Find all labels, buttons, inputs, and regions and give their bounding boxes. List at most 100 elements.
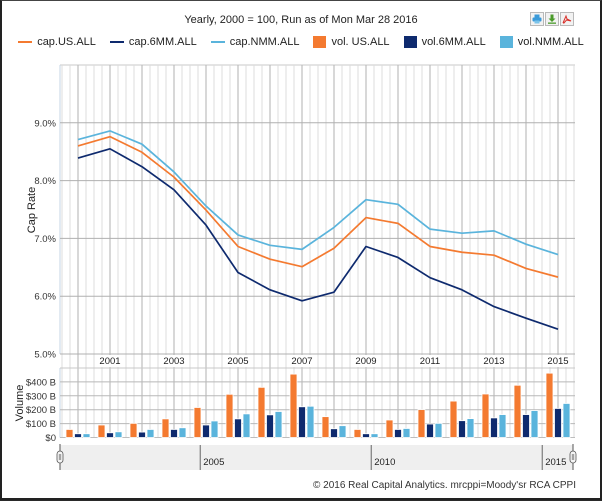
legend-swatch [499,36,513,48]
navigator-left-handle[interactable] [56,444,64,470]
legend-item-cap-nmm-all[interactable]: cap.NMM.ALL [210,36,300,48]
print-icon [532,14,542,24]
volume-bar-vol-us-all [193,407,202,438]
series-line-cap-nmm-all [77,130,559,256]
volume-bar-vol-6mm-all [74,433,82,438]
cap-y-tick-label: 7.0% [34,234,56,245]
volume-bar-vol-6mm-all [426,423,434,438]
copyright-footer: © 2016 Real Capital Analytics. mrcppi=Mo… [313,480,576,491]
volume-bar-vol-6mm-all [106,432,114,438]
x-tick-label: 2011 [420,356,440,367]
cap-y-tick-label: 5.0% [34,350,56,361]
volume-bar-vol-nmm-all [114,431,123,438]
navigator[interactable]: 2005 2010 2015 [56,444,577,470]
x-tick-label-bg [352,355,380,367]
volume-bar-vol-us-all [225,393,234,438]
volume-bar-vol-nmm-all [306,405,315,438]
legend-item-cap-us-all[interactable]: cap.US.ALL [18,36,96,48]
volume-bar-vol-nmm-all [242,413,251,438]
legend-label: vol. US.ALL [331,36,390,48]
navigator-right-handle[interactable] [569,444,577,470]
navigator-tick-label: 2010 [374,457,395,468]
volume-bar-vol-6mm-all [394,429,402,438]
legend-item-cap-6mm-all[interactable]: cap.6MM.ALL [109,36,197,48]
volume-bar-vol-nmm-all [82,433,91,438]
volume-bar-vol-6mm-all [458,420,466,438]
volume-bar-vol-nmm-all [530,410,539,438]
legend-item-vol-us-all[interactable]: vol. US.ALL [313,36,390,48]
x-tick-label-bg [96,355,124,367]
volume-bar-vol-6mm-all [234,418,242,438]
cap-rate-grid [59,64,575,438]
legend-label: cap.US.ALL [37,36,96,48]
cap-rate-lines [77,130,559,330]
download-button[interactable] [545,12,559,26]
legend-swatch [210,41,225,43]
cap-y-tick-label: 8.0% [34,176,56,187]
cap-rate-axis-title: Cap Rate [26,187,38,233]
volume-bar-vol-us-all [129,422,138,438]
volume-bar-vol-nmm-all [146,429,155,438]
volume-bar-vol-us-all [385,419,394,438]
volume-bar-vol-6mm-all [330,428,338,438]
volume-bar-vol-us-all [545,372,554,438]
handle-grip [56,450,64,464]
x-tick-label: 2009 [355,356,376,367]
navigator-tick-label: 2005 [203,457,224,468]
volume-bar-vol-6mm-all [298,406,306,438]
vol-y-tick-label: $200 B [26,405,56,416]
legend-swatch [313,36,327,48]
x-tick-label-bg [480,355,508,367]
volume-bar-vol-nmm-all [370,433,379,438]
vol-y-tick-label: $300 B [26,391,56,402]
volume-bar-vol-us-all [257,386,266,438]
volume-bar-vol-nmm-all [466,418,475,438]
volume-bar-vol-nmm-all [498,414,507,438]
volume-bar-vol-6mm-all [362,433,370,438]
volume-bar-vol-6mm-all [202,424,210,438]
pdf-button[interactable] [560,12,574,26]
volume-bar-vol-us-all [289,373,298,438]
x-tick-label: 2001 [99,356,120,367]
x-tick-label: 2005 [227,356,248,367]
vol-y-tick-label: $0 [45,433,56,444]
volume-bar-vol-6mm-all [554,408,562,438]
navigator-track [60,445,573,470]
volume-bar-vol-nmm-all [178,427,187,438]
download-icon [548,14,556,24]
legend-swatch [109,41,124,43]
legend-label: cap.NMM.ALL [229,36,300,48]
cap-y-tick-label: 6.0% [34,292,56,303]
vol-y-tick-label: $400 B [26,377,56,388]
legend-label: cap.6MM.ALL [128,36,197,48]
legend-item-vol-nmm-all[interactable]: vol.NMM.ALL [499,36,584,48]
volume-bar-vol-6mm-all [490,417,498,438]
legend-swatch [18,41,33,43]
volume-bar-vol-us-all [97,424,106,438]
legend-swatch [403,36,417,48]
series-line-cap-6mm-all [77,147,559,330]
x-tick-label-bg [224,355,252,367]
export-toolbar [530,12,574,26]
x-tick-label: 2015 [547,356,568,367]
volume-bar-vol-us-all [449,400,458,438]
volume-bar-vol-nmm-all [210,420,219,438]
chart-title: Yearly, 2000 = 100, Run as of Mon Mar 28… [184,14,418,26]
volume-bar-vol-us-all [321,416,330,438]
print-button[interactable] [530,12,544,26]
x-tick-label-bg [160,355,188,367]
pdf-icon [562,14,572,24]
volume-bar-vol-nmm-all [274,411,283,438]
volume-bar-vol-nmm-all [562,403,571,438]
volume-bar-vol-us-all [353,429,362,438]
navigator-tick-label: 2015 [545,457,566,468]
volume-bars [65,372,571,438]
volume-bar-vol-us-all [513,384,522,438]
axis-labels: 5.0% 6.0% 7.0% 8.0% 9.0% $0 $100 B $200 B $300 B… [26,118,572,444]
x-tick-label-bg [544,355,572,367]
series-line-cap-us-all [77,135,559,278]
volume-bar-vol-us-all [481,393,490,438]
legend: cap.US.ALL cap.6MM.ALL cap.NMM.ALL vol. … [0,36,602,48]
x-tick-label: 2013 [483,356,504,367]
legend-item-vol-6mm-all[interactable]: vol.6MM.ALL [403,36,486,48]
